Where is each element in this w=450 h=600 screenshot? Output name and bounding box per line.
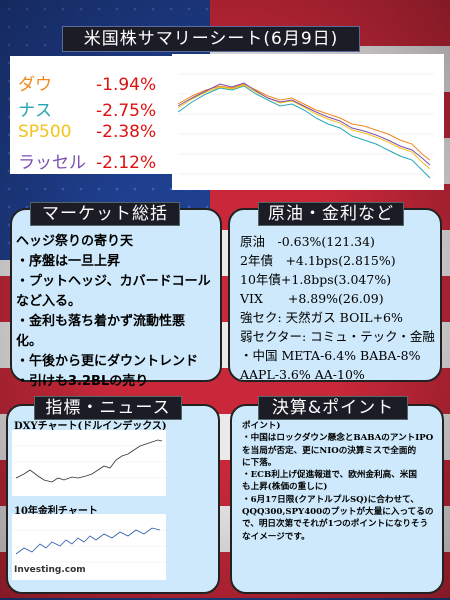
index-row-nasdaq: ナス -2.75% xyxy=(18,96,156,121)
market-panel xyxy=(10,208,222,382)
dxy-chart-svg xyxy=(12,439,166,483)
market-line: ・引けも3.2BLの売り xyxy=(16,374,149,389)
rates-line: 原油 -0.63%(121.34) xyxy=(240,234,375,249)
points-line: を当局が否定、更にNIOの決算ミスで全面的 xyxy=(242,445,417,456)
rates-line: VIX +8.89%(26.09) xyxy=(240,291,384,306)
points-line: も上昇(株価の重しに) xyxy=(242,482,328,493)
news-panel-header: 指標・ニュース xyxy=(34,396,182,420)
index-change: -2.38% xyxy=(96,122,157,142)
index-intraday-chart xyxy=(172,54,444,190)
tnx-chart xyxy=(12,514,166,580)
points-line: で、明日次第でそれが1つのポイントになりそう xyxy=(242,519,429,530)
rates-line: 強セク: 天然ガス BOIL+6% xyxy=(240,310,403,325)
index-change: -2.75% xyxy=(96,101,157,121)
market-line: ・午後から更にダウントレンド xyxy=(16,354,199,369)
market-line: ・プットヘッジ、カバードコール xyxy=(16,274,211,289)
tnx-chart-label: 10年金利チャート xyxy=(14,506,98,517)
points-line: ・ECB利上げ促進報道で、欧州金利高、米国 xyxy=(242,470,417,481)
intraday-chart-svg xyxy=(172,54,444,190)
dxy-chart xyxy=(12,430,166,496)
points-line: ・6月17日限(クアトルプルSQ)に合わせて、 xyxy=(242,494,419,505)
page-title: 米国株サマリーシート(6月9日) xyxy=(62,26,360,52)
market-line: 化。 xyxy=(16,334,43,349)
series-line-dow xyxy=(177,83,431,161)
market-line: など入る。 xyxy=(16,294,82,309)
points-line: に下落。 xyxy=(242,457,277,468)
market-line: ・序盤は一旦上昇 xyxy=(16,254,121,269)
series-line-nasdaq xyxy=(177,85,431,179)
points-panel-header: 決算&ポイント xyxy=(258,396,408,420)
rates-text: 原油 -0.63%(121.34) 2年債 +4.1bps(2.815%) 10… xyxy=(240,232,445,384)
index-change: -1.94% xyxy=(96,75,157,95)
points-line: ・中国はロックダウン懸念とBABAのアントIPO xyxy=(242,433,434,444)
points-line: ポイント) xyxy=(242,421,281,431)
index-name: ラッセル xyxy=(18,153,86,173)
investing-watermark: Investing.com xyxy=(14,565,86,575)
index-row-russell: ラッセル -2.12% xyxy=(18,148,156,173)
dxy-line xyxy=(15,439,163,483)
index-row-dow: ダウ -1.94% xyxy=(18,70,156,95)
index-name: SP500 xyxy=(18,122,72,142)
index-name: ナス xyxy=(18,101,52,121)
market-panel-header: マーケット総括 xyxy=(30,202,180,226)
rates-line: 2年債 +4.1bps(2.815%) xyxy=(240,253,396,268)
points-line: QQQ300,SPY400のプットが大量に入ってるの xyxy=(242,507,434,518)
index-row-sp500: SP500 -2.38% xyxy=(18,122,156,142)
index-change: -2.12% xyxy=(96,153,157,173)
index-name: ダウ xyxy=(18,75,52,95)
series-line-sp500 xyxy=(177,84,431,170)
rates-line: 弱セクター: コミュ・テック・金融 xyxy=(240,329,435,344)
series-line-russell xyxy=(177,82,431,166)
points-line: なイメージです。 xyxy=(242,531,310,542)
tnx-chart-svg xyxy=(12,527,166,563)
market-line: ヘッジ祭りの寄り天 xyxy=(16,234,134,249)
market-line: ・金利も落ち着かず流動性悪 xyxy=(16,314,186,329)
rates-line: 10年債+1.8bps(3.047%) xyxy=(240,272,392,287)
points-text: ポイント) ・中国はロックダウン懸念とBABAのアントIPO を当局が否定、更に… xyxy=(242,420,438,543)
rates-panel xyxy=(228,208,442,382)
rates-line: ・中国 META-6.4% BABA-8% xyxy=(240,348,421,363)
tnx-line xyxy=(15,527,161,555)
market-summary-text: ヘッジ祭りの寄り天 ・序盤は一旦上昇 ・プットヘッジ、カバードコール など入る。… xyxy=(16,232,216,392)
rates-line: AAPL-3.6% AA-10% xyxy=(240,367,365,382)
dxy-chart-label: DXYチャート(ドルインデックス) xyxy=(14,421,167,432)
rates-panel-header: 原油・金利など xyxy=(258,202,404,226)
index-summary: ダウ -1.94% ナス -2.75% SP500 -2.38% ラッセル -2.12% xyxy=(10,56,172,174)
